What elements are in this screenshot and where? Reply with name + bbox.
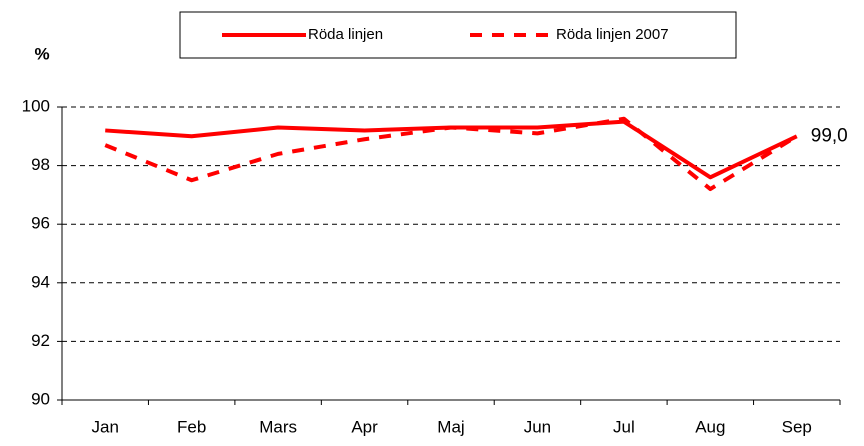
x-tick-label: Sep xyxy=(782,417,812,436)
x-tick-label: Maj xyxy=(437,417,464,436)
x-tick-label: Apr xyxy=(351,417,378,436)
y-tick-label: 98 xyxy=(31,155,50,174)
y-axis-label: % xyxy=(34,44,49,63)
x-tick-label: Jun xyxy=(524,417,551,436)
x-tick-label: Mars xyxy=(259,417,297,436)
x-tick-label: Feb xyxy=(177,417,206,436)
x-tick-label: Aug xyxy=(695,417,725,436)
legend-label: Röda linjen 2007 xyxy=(556,26,669,43)
y-tick-label: 90 xyxy=(31,389,50,408)
series-line xyxy=(105,119,798,180)
data-label: 99,0 xyxy=(811,125,848,146)
y-tick-label: 96 xyxy=(31,214,50,233)
y-tick-label: 100 xyxy=(22,96,50,115)
y-tick-label: 92 xyxy=(31,331,50,350)
legend-label: Röda linjen xyxy=(308,26,383,43)
y-tick-label: 94 xyxy=(31,272,50,291)
x-tick-label: Jul xyxy=(613,417,635,436)
x-tick-label: Jan xyxy=(92,417,119,436)
series-line xyxy=(104,116,798,192)
